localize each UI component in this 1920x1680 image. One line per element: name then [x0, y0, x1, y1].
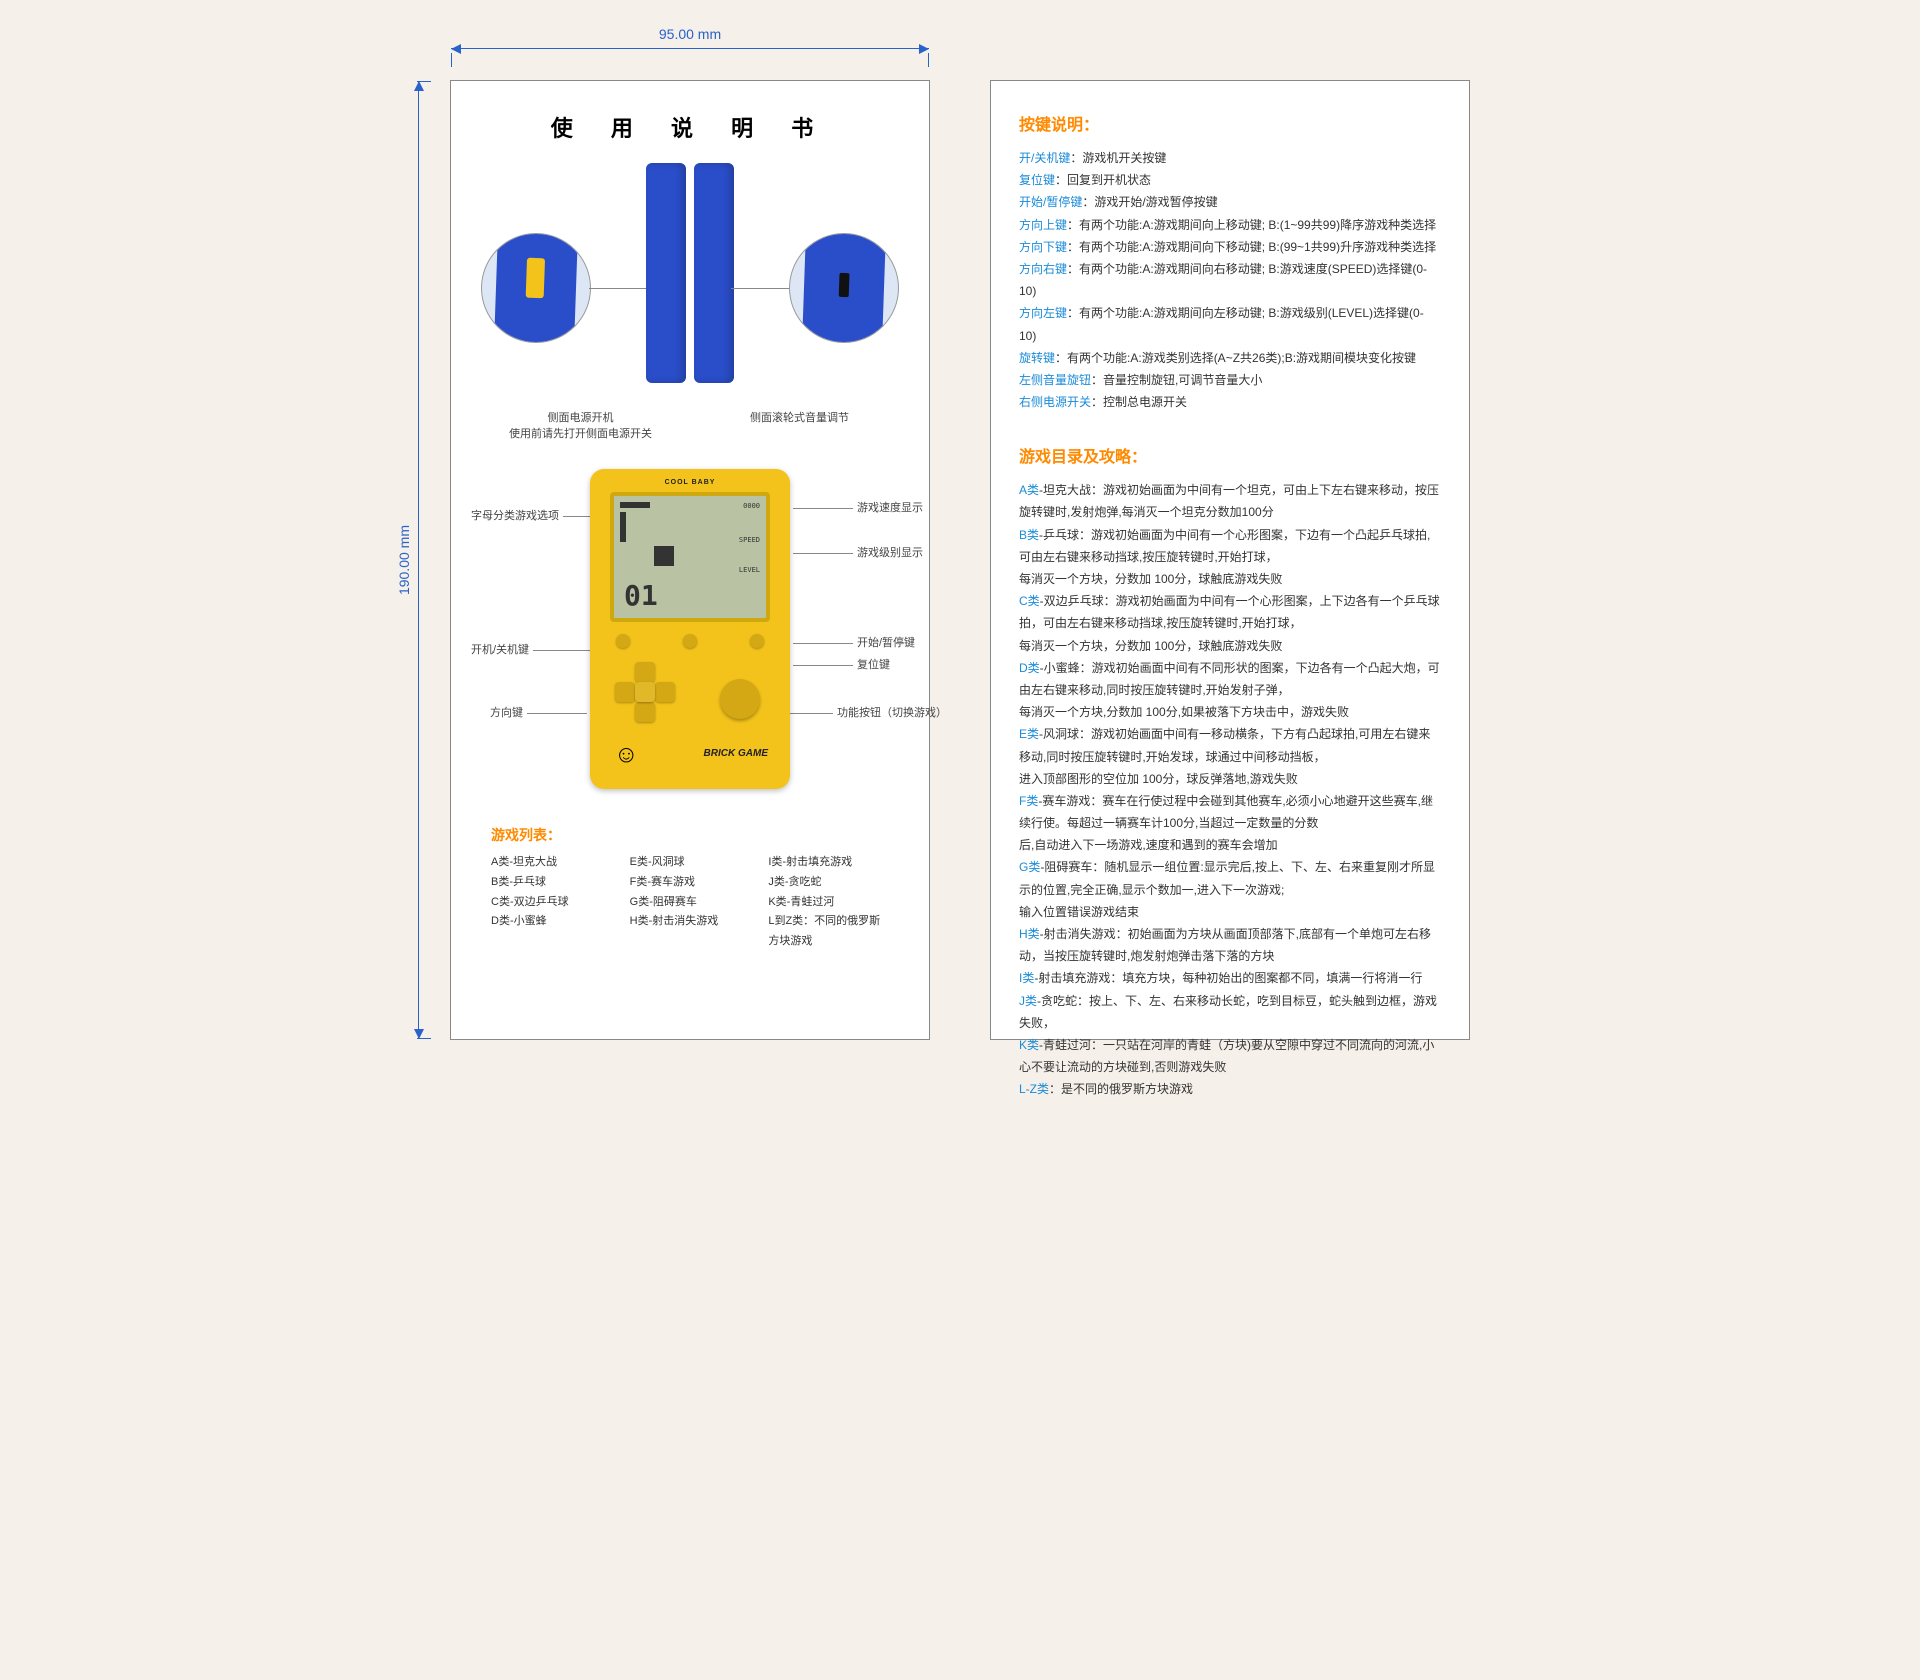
game-desc-row: K类-青蛙过河：一只站在河岸的青蛙（方块)要从空隙中穿过不同流向的河流,小心不要…: [1019, 1034, 1441, 1078]
height-dimension: 190.00 mm: [396, 81, 419, 1039]
game-list-item: E类-风洞球: [630, 853, 751, 873]
key-row: 复位键：回复到开机状态: [1019, 169, 1441, 191]
callout-dpad: 方向键: [471, 704, 591, 720]
game-desc-row: 每消灭一个方块，分数加 100分，球触底游戏失败: [1019, 635, 1441, 657]
key-row: 方向下键：有两个功能:A:游戏期间向下移动键; B:(99~1共99)升序游戏种…: [1019, 236, 1441, 258]
manual-title: 使 用 说 明 书: [471, 111, 909, 143]
game-desc-row: 后,自动进入下一场游戏,速度和遇到的赛车会增加: [1019, 834, 1441, 856]
keys-list: 开/关机键：游戏机开关按键复位键：回复到开机状态开始/暂停键：游戏开始/游戏暂停…: [1019, 147, 1441, 413]
dpad[interactable]: [615, 662, 675, 722]
callout-start-pause: 开始/暂停键: [789, 634, 909, 650]
game-list-col: A类-坦克大战B类-乒乓球C类-双边乒乓球D类-小蜜蜂: [491, 853, 612, 952]
game-desc-row: L-Z类：是不同的俄罗斯方块游戏: [1019, 1078, 1441, 1100]
onoff-button[interactable]: [616, 634, 630, 648]
start-pause-button[interactable]: [683, 634, 697, 648]
game-list-item: L到Z类：不同的俄罗斯方块游戏: [768, 912, 889, 952]
game-list-item: C类-双边乒乓球: [491, 893, 612, 913]
key-row: 左侧音量旋钮：音量控制旋钮,可调节音量大小: [1019, 369, 1441, 391]
game-desc-row: 进入顶部图形的空位加 100分，球反弹落地,游戏失败: [1019, 768, 1441, 790]
game-desc-row: 每消灭一个方块,分数加 100分,如果被落下方块击中，游戏失败: [1019, 701, 1441, 723]
game-desc-row: A类-坦克大战：游戏初始画面为中间有一个坦克，可由上下左右键来移动，按压旋转键时…: [1019, 479, 1441, 523]
game-desc-row: F类-赛车游戏：赛车在行使过程中会碰到其他赛车,必须小心地避开这些赛车,继续行使…: [1019, 790, 1441, 834]
callout-level: 游戏级别显示: [789, 544, 909, 560]
width-label: 95.00 mm: [659, 26, 721, 42]
device-side-photo: [694, 163, 734, 383]
screen-digits: 01: [624, 579, 658, 612]
kid-graphic: ☺: [614, 741, 639, 769]
width-dimension: 95.00 mm: [451, 26, 929, 49]
game-list-title: 游戏列表：: [491, 825, 909, 845]
game-list: A类-坦克大战B类-乒乓球C类-双边乒乓球D类-小蜜蜂 E类-风洞球F类-赛车游…: [471, 853, 909, 952]
key-row: 方向左键：有两个功能:A:游戏期间向左移动键; B:游戏级别(LEVEL)选择键…: [1019, 302, 1441, 346]
key-row: 方向右键：有两个功能:A:游戏期间向右移动键; B:游戏速度(SPEED)选择键…: [1019, 258, 1441, 302]
game-desc-row: I类-射击填充游戏：填充方块，每种初始出的图案都不同，填满一行将消一行: [1019, 967, 1441, 989]
callout-reset: 复位键: [789, 656, 909, 672]
game-desc-row: J类-贪吃蛇：按上、下、左、右来移动长蛇，吃到目标豆，蛇头触到边框，游戏失败，: [1019, 990, 1441, 1034]
game-list-item: A类-坦克大战: [491, 853, 612, 873]
manual-front-panel: 95.00 mm 190.00 mm 使 用 说 明 书 侧面电源开机 使用前请…: [450, 80, 930, 1040]
device-brand: COOL BABY: [665, 479, 716, 486]
game-desc-row: H类-射击消失游戏：初始画面为方块从画面顶部落下,底部有一个单炮可左右移动，当按…: [1019, 923, 1441, 967]
device-side-photo: [646, 163, 686, 383]
reset-button[interactable]: [750, 634, 764, 648]
power-switch-zoom: [481, 233, 591, 343]
key-row: 开/关机键：游戏机开关按键: [1019, 147, 1441, 169]
key-row: 开始/暂停键：游戏开始/游戏暂停按键: [1019, 191, 1441, 213]
game-list-item: K类-青蛙过河: [768, 893, 889, 913]
games-section-title: 游戏目录及攻略：: [1019, 443, 1441, 467]
game-list-item: G类-阻碍赛车: [630, 893, 751, 913]
game-list-item: I类-射击填充游戏: [768, 853, 889, 873]
height-label: 190.00 mm: [396, 525, 412, 595]
key-row: 右侧电源开关：控制总电源开关: [1019, 391, 1441, 413]
game-list-item: F类-赛车游戏: [630, 873, 751, 893]
key-row: 方向上键：有两个功能:A:游戏期间向上移动键; B:(1~99共99)降序游戏种…: [1019, 214, 1441, 236]
caption-power-l2: 使用前请先打开侧面电源开关: [491, 425, 670, 441]
game-list-item: B类-乒乓球: [491, 873, 612, 893]
callout-letter-cat: 字母分类游戏选项: [471, 507, 591, 523]
device-diagram: 字母分类游戏选项 游戏速度显示 游戏级别显示 开机/关机键 开始/暂停键 复位键…: [471, 459, 909, 809]
game-list-item: D类-小蜜蜂: [491, 912, 612, 932]
caption-power-l1: 侧面电源开机: [491, 409, 670, 425]
game-desc-row: E类-风洞球：游戏初始画面中间有一移动横条，下方有凸起球拍,可用左右键来移动,同…: [1019, 723, 1441, 767]
game-desc-row: D类-小蜜蜂：游戏初始画面中间有不同形状的图案，下边各有一个凸起大炮，可由左右键…: [1019, 657, 1441, 701]
caption-volume: 侧面滚轮式音量调节: [710, 409, 889, 441]
game-list-item: H类-射击消失游戏: [630, 912, 751, 932]
game-list-col: E类-风洞球F类-赛车游戏G类-阻碍赛车H类-射击消失游戏: [630, 853, 751, 952]
rotate-button[interactable]: [720, 679, 760, 719]
callout-func: 功能按钮（切换游戏）: [769, 704, 909, 720]
game-desc-row: 每消灭一个方块，分数加 100分，球触底游戏失败: [1019, 568, 1441, 590]
manual-back-panel: 按键说明： 开/关机键：游戏机开关按键复位键：回复到开机状态开始/暂停键：游戏开…: [990, 80, 1470, 1040]
game-list-col: I类-射击填充游戏J类-贪吃蛇K类-青蛙过河L到Z类：不同的俄罗斯方块游戏: [768, 853, 889, 952]
lcd-screen: 0000 SPEED LEVEL 01: [610, 492, 770, 622]
game-desc-row: 输入位置错误游戏结束: [1019, 901, 1441, 923]
key-row: 旋转键：有两个功能:A:游戏类别选择(A~Z共26类);B:游戏期间模块变化按键: [1019, 347, 1441, 369]
handheld-device: COOL BABY 0000 SPEED LEVEL 01: [590, 469, 790, 789]
game-desc-row: C类-双边乒乓球：游戏初始画面为中间有一个心形图案，上下边各有一个乒乓球拍，可由…: [1019, 590, 1441, 634]
game-desc-row: B类-乒乓球：游戏初始画面为中间有一个心形图案，下边有一个凸起乒乓球拍,可由左右…: [1019, 524, 1441, 568]
keys-section-title: 按键说明：: [1019, 111, 1441, 135]
volume-wheel-zoom: [789, 233, 899, 343]
game-desc-row: G类-阻碍赛车：随机显示一组位置:显示完后,按上、下、左、右来重复刚才所显示的位…: [1019, 856, 1441, 900]
side-photo-row: [471, 163, 909, 403]
callout-onoff: 开机/关机键: [471, 641, 591, 657]
brick-game-label: BRICK GAME: [704, 748, 768, 759]
games-desc-list: A类-坦克大战：游戏初始画面为中间有一个坦克，可由上下左右键来移动，按压旋转键时…: [1019, 479, 1441, 1100]
callout-speed: 游戏速度显示: [789, 499, 909, 515]
game-list-item: J类-贪吃蛇: [768, 873, 889, 893]
